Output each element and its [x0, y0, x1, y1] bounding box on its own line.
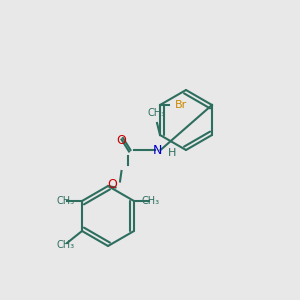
Text: CH₃: CH₃	[56, 196, 75, 206]
Text: CH₃: CH₃	[56, 239, 75, 250]
Text: CH₃: CH₃	[148, 109, 166, 118]
Text: CH₃: CH₃	[141, 196, 160, 206]
Text: N: N	[153, 143, 162, 157]
Text: O: O	[108, 178, 117, 191]
Text: Br: Br	[175, 100, 187, 110]
Text: O: O	[117, 134, 126, 148]
Text: H: H	[168, 148, 177, 158]
